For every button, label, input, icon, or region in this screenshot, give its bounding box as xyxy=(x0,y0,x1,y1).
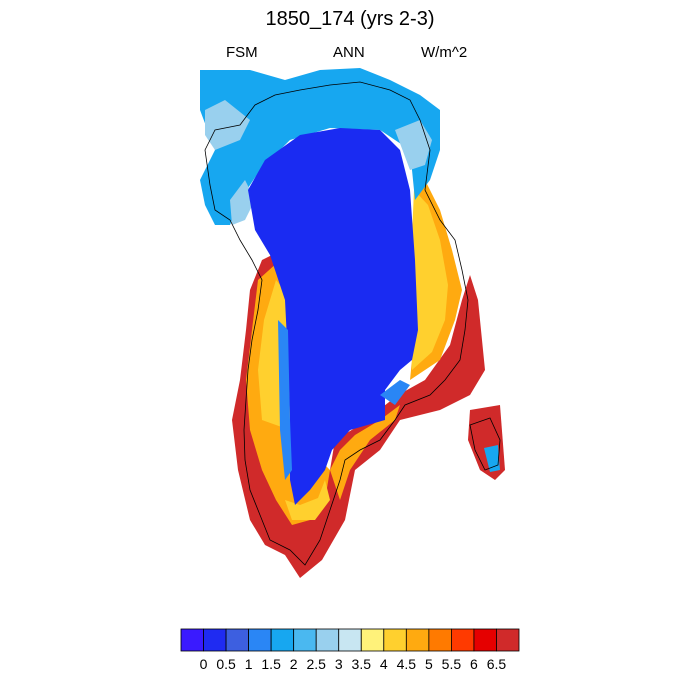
coastline xyxy=(204,81,501,566)
units-label: W/m^2 xyxy=(421,44,468,61)
colorbar-tick-label: 1.5 xyxy=(261,656,281,672)
colorbar-tick-label: 2 xyxy=(290,656,298,672)
colorbar-swatch xyxy=(473,628,497,652)
colorbar-swatch xyxy=(360,628,385,652)
field-label: FSM xyxy=(226,44,258,61)
colorbar-tick-label: 2.5 xyxy=(306,656,326,672)
colorbar-tick-label: 5.5 xyxy=(442,656,462,672)
colorbar-swatch xyxy=(496,628,520,652)
colorbar-swatch xyxy=(203,628,227,652)
colorbar-swatch xyxy=(450,628,475,652)
colorbar-swatch xyxy=(383,628,407,652)
colorbar-swatch xyxy=(338,628,362,652)
northern-band-lightblue xyxy=(200,68,440,225)
colorbar-tick-label: 3.5 xyxy=(352,656,372,672)
colorbar-tick-label: 4 xyxy=(380,656,388,672)
colorbar-tick-label: 4.5 xyxy=(397,656,417,672)
colorbar-tick-label: 0 xyxy=(200,656,208,672)
colorbar-tick-label: 6 xyxy=(470,656,478,672)
ice-margin-blue xyxy=(278,320,410,480)
colorbar-tick-label: 1 xyxy=(245,656,253,672)
ice-sheet-interior xyxy=(248,128,418,505)
colorbar-swatch xyxy=(293,628,317,652)
colorbar-tick-label: 0.5 xyxy=(216,656,236,672)
eastern-island xyxy=(468,405,505,480)
colorbar-swatch xyxy=(315,628,340,652)
greenland-map xyxy=(200,68,505,578)
colorbar-swatch xyxy=(248,628,272,652)
colorbar-swatch xyxy=(180,628,204,652)
colorbar-swatch xyxy=(428,628,452,652)
map-title: 1850_174 (yrs 2-3) xyxy=(265,8,435,30)
colorbar-tick-label: 6.5 xyxy=(487,656,507,672)
colorbar-tick-label: 5 xyxy=(425,656,433,672)
colorbar-swatch xyxy=(270,628,295,652)
northern-band-pale xyxy=(205,100,432,225)
colorbar-tick-label: 3 xyxy=(335,656,343,672)
colorbar-swatch xyxy=(225,628,249,652)
season-label: ANN xyxy=(333,44,365,61)
colorbar-swatch xyxy=(405,628,430,652)
